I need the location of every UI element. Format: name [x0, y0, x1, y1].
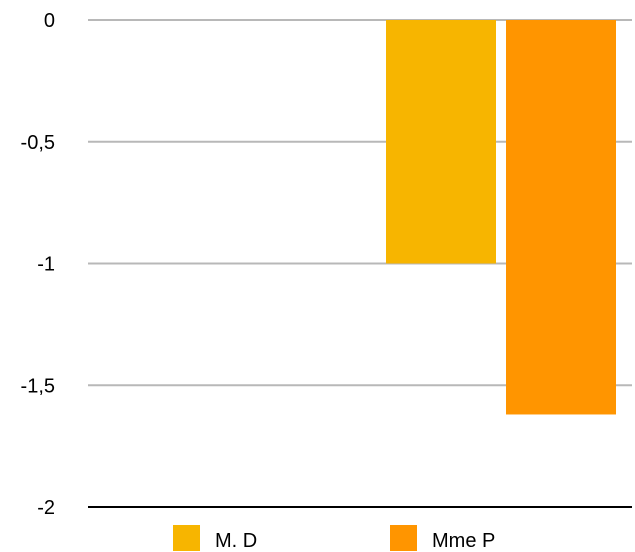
y-tick-label: -2 — [37, 497, 55, 519]
bar-m-d — [386, 20, 496, 264]
y-axis-ticks: 0 -0,5 -1 -1,5 -2 — [21, 10, 55, 519]
y-tick-label: -0,5 — [21, 132, 55, 154]
bar-mme-p — [506, 20, 616, 415]
y-tick-label: -1,5 — [21, 375, 55, 397]
bars — [386, 20, 616, 415]
legend-swatch — [173, 525, 200, 551]
y-tick-label: -1 — [37, 254, 55, 276]
legend-swatch — [390, 525, 417, 551]
legend-label: Mme P — [432, 530, 495, 552]
legend-label: M. D — [215, 530, 257, 552]
legend: M. D Mme P — [173, 525, 495, 552]
y-tick-label: 0 — [44, 10, 55, 32]
